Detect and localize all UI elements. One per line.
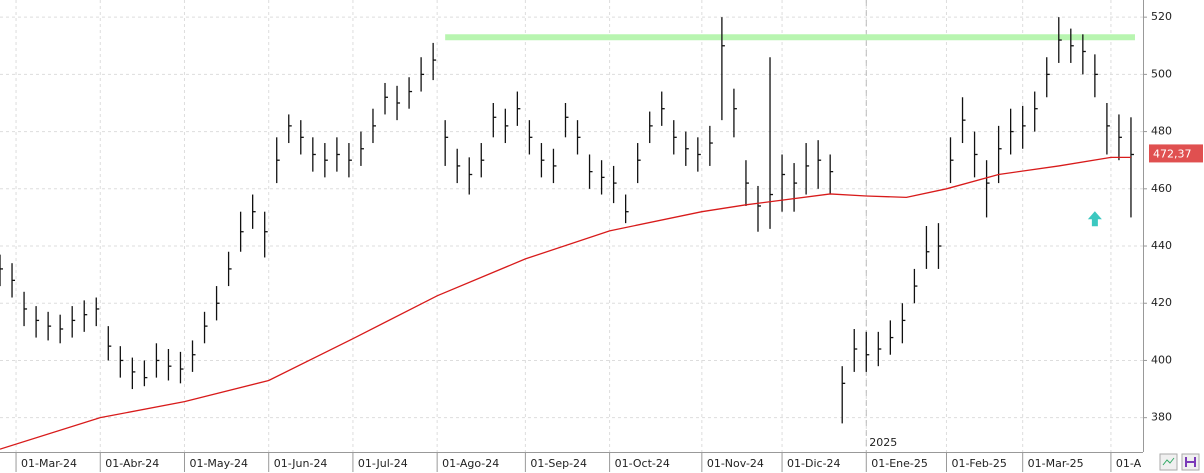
last-price-label: 472,37 bbox=[1153, 147, 1192, 160]
x-tick-label: 01-Mar-25 bbox=[1028, 457, 1084, 470]
y-tick-label: 480 bbox=[1151, 125, 1172, 138]
x-tick-label: 01-Sep-24 bbox=[530, 457, 587, 470]
last-price-box bbox=[1149, 144, 1203, 163]
h-icon bbox=[1185, 457, 1196, 467]
y-tick-label: 440 bbox=[1151, 239, 1172, 252]
moving-average bbox=[0, 156, 1131, 450]
y-tick-label: 380 bbox=[1151, 411, 1172, 424]
y-tick-label: 400 bbox=[1151, 353, 1172, 366]
zoom-icon bbox=[1162, 457, 1175, 466]
x-tick-label: 01-A bbox=[1116, 457, 1142, 470]
grid bbox=[0, 0, 1143, 452]
x-tick-label: 01-Ene-25 bbox=[871, 457, 928, 470]
y-tick-label: 460 bbox=[1151, 182, 1172, 195]
x-tick-label: 01-Abr-24 bbox=[105, 457, 159, 470]
year-label: 2025 bbox=[869, 436, 897, 449]
x-tick-label: 01-Ago-24 bbox=[442, 457, 499, 470]
plot-area bbox=[0, 0, 1143, 452]
y-tick-label: 500 bbox=[1151, 67, 1172, 80]
x-tick-label: 01-Oct-24 bbox=[615, 457, 670, 470]
x-tick-label: 01-Nov-24 bbox=[707, 457, 764, 470]
x-tick-label: 01-Mar-24 bbox=[21, 457, 77, 470]
x-tick-label: 01-Jun-24 bbox=[274, 457, 328, 470]
y-tick-label: 420 bbox=[1151, 296, 1172, 309]
x-tick-label: 01-Dic-24 bbox=[787, 457, 841, 470]
x-tick-label: 01-Jul-24 bbox=[358, 457, 408, 470]
x-tick-label: 01-May-24 bbox=[189, 457, 247, 470]
signal-arrow bbox=[1087, 211, 1102, 227]
x-tick-label: 01-Feb-25 bbox=[951, 457, 1006, 470]
y-tick-label: 520 bbox=[1151, 10, 1172, 23]
toolbar bbox=[1159, 453, 1200, 471]
